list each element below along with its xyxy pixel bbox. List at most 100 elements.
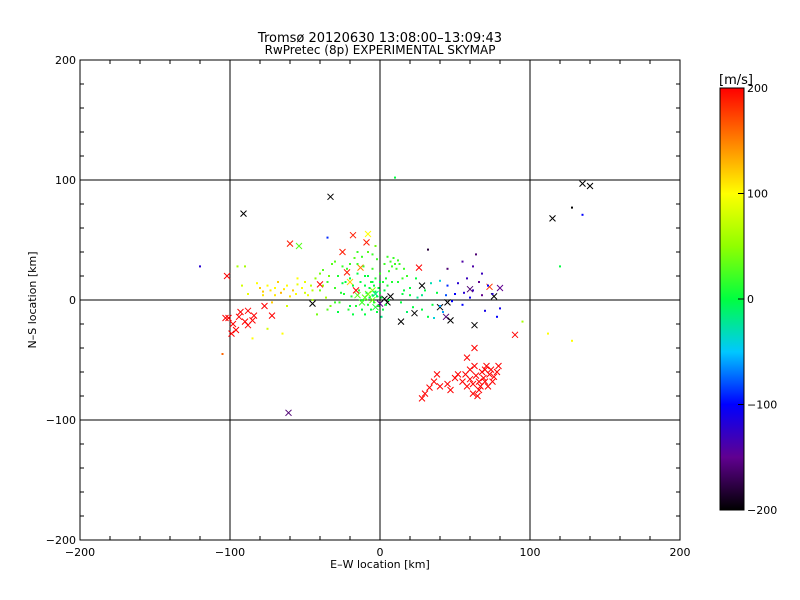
data-point-x [433,371,441,378]
data-point-dot [398,263,401,265]
data-point-x [487,366,495,373]
data-point-x [511,331,519,339]
data-point-dot [445,294,447,297]
data-point-dot [469,296,471,299]
data-point-dot [356,251,359,253]
data-point-dot [314,277,317,280]
data-point-dot [374,245,377,247]
data-point-dot [221,353,224,355]
data-point-dot [374,290,377,293]
data-point-dot [326,281,329,283]
data-point-dot [301,287,303,289]
data-point-dot [334,301,336,304]
data-point-dot [401,293,404,295]
data-point-dot [397,259,399,262]
data-point-dot [244,265,246,268]
data-point-dot [326,308,329,311]
data-point-dot [359,281,362,283]
plot-area: −200 −100 0 100 200 −200 −100 0 100 200 [46,54,691,559]
data-point-dot [571,206,573,209]
data-point-dot [400,301,402,304]
data-point-dot [478,281,480,283]
y-tick-label: −100 [46,414,76,427]
data-point-dot [571,339,573,342]
data-point-dot [454,293,456,295]
data-point-x [579,180,586,187]
data-point-dot [383,263,386,265]
data-point-dot [442,311,444,313]
data-point-x [489,378,496,385]
data-point-dot [446,267,449,270]
data-point-dot [382,281,384,283]
data-point-x [363,239,370,246]
data-point-x [397,318,405,325]
data-point-x [493,368,501,376]
data-point-x [471,321,478,329]
data-point-x [327,193,334,201]
data-point-x [496,284,504,292]
data-point-dot [326,236,329,239]
data-point-dot [319,289,321,292]
data-point-x [364,230,372,238]
data-point-dot [337,311,339,313]
data-point-dot [395,267,398,270]
data-point-x [358,299,366,306]
colorbar-label: [m/s] [719,73,753,88]
data-point-dot [385,303,387,306]
data-point-x [229,320,237,328]
data-point-dot [361,308,363,311]
data-point-x [481,366,489,373]
data-point-x [447,317,454,324]
data-point-dot [427,315,429,318]
data-point-dot [331,263,333,265]
data-point-dot [334,260,336,263]
data-point-dot [446,284,449,287]
data-point-x [549,215,556,222]
data-point-dot [392,257,395,259]
data-point-dot [481,294,483,297]
data-point-dot [350,295,353,298]
data-point-dot [380,315,383,318]
data-point-dot [356,263,359,265]
data-point-dot [379,272,381,275]
data-point-dot [430,282,432,285]
data-point-x [237,308,244,316]
data-point-x [339,248,346,256]
x-tick-label: −200 [65,546,95,559]
data-point-dot [371,253,374,256]
data-point-dot [388,270,390,273]
data-point-x [415,264,423,271]
data-point-dot [431,303,434,306]
data-point-dot [241,284,243,287]
data-point-dot [487,284,489,287]
data-point-x [343,269,351,276]
colorbar-tick-label: 100 [747,188,768,201]
data-point-dot [322,269,324,271]
data-point-dot [343,293,345,295]
data-point-dot [262,294,264,297]
data-point-dot [376,258,378,261]
data-point-dot [262,290,264,293]
data-point-x [387,293,394,300]
data-point-dot [461,260,464,263]
data-point-dot [311,299,314,301]
data-point-dot [280,291,282,294]
data-point-dot [370,308,372,311]
data-point-dot [481,272,483,275]
data-point-dot [349,277,351,280]
data-point-dot [274,294,276,297]
data-point-dot [383,289,386,292]
data-point-dot [292,289,294,292]
data-points [199,176,594,417]
data-point-dot [386,255,389,258]
data-point-x [426,384,433,391]
data-point-dot [368,296,371,299]
data-point-dot [472,265,474,268]
data-point-dot [281,332,284,335]
data-point-dot [416,296,419,299]
data-point-dot [451,300,453,303]
data-point-x [474,392,481,400]
data-point-dot [371,281,374,283]
data-point-dot [385,277,387,280]
data-point-x [490,373,498,381]
